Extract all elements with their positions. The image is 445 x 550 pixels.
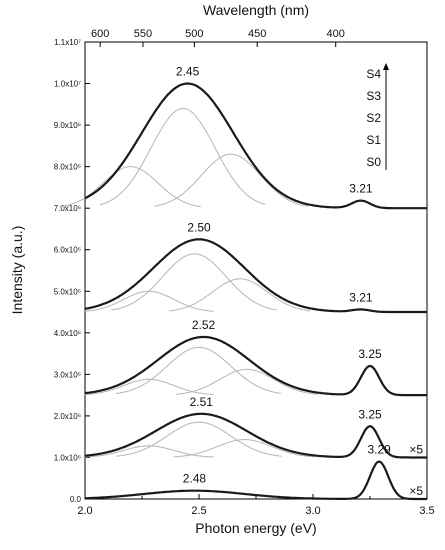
component-s1-1 [115, 421, 282, 457]
component-curves [59, 108, 318, 458]
y-tick-label: 2.0x10⁶ [54, 412, 81, 421]
y-tick-label: 8.0x10⁶ [54, 163, 81, 172]
bottom-axis-title: Photon energy (eV) [195, 520, 316, 536]
y-tick-label: 4.0x10⁶ [54, 329, 81, 338]
multiplier-label-s1: ×5 [409, 442, 423, 456]
x-tick-label: 2.0 [77, 505, 92, 517]
component-s3-1 [111, 253, 277, 311]
uv-peak-label-s0: 3.29 [367, 443, 391, 457]
main-peak-label-s4: 2.45 [176, 65, 200, 79]
legend-s2: S2 [366, 111, 381, 125]
component-s4-2 [153, 153, 308, 207]
top-tick-label: 500 [185, 28, 203, 40]
y-axis-title: Intensity (a.u.) [9, 226, 25, 315]
x-tick-label: 3.5 [419, 505, 434, 517]
component-s4-1 [99, 108, 266, 206]
spectrum-curves [84, 82, 427, 501]
left-y-axis: 0.0 1.0x10⁶ 2.0x10⁶ 3.0x10⁶ 4.0x10⁶ 5.0x10⁶ 6.… [54, 38, 90, 504]
spectrum-s2 [84, 335, 427, 397]
y-tick-label: 1.0x10⁶ [54, 453, 81, 462]
spectrum-s1 [84, 412, 427, 459]
legend-s3: S3 [366, 89, 381, 103]
top-tick-label: 400 [327, 28, 345, 40]
legend-s4: S4 [366, 67, 381, 81]
multiplier-label-s0: ×5 [409, 484, 423, 498]
y-tick-label: 5.0x10⁶ [54, 287, 81, 296]
spectrum-s4 [84, 82, 427, 210]
component-s3-2 [168, 278, 311, 312]
top-axis-title: Wavelength (nm) [203, 2, 309, 18]
y-tick-label: 1.0x10⁷ [54, 80, 81, 89]
y-tick-label: 3.0x10⁶ [54, 370, 81, 379]
component-s4-0 [59, 166, 201, 208]
uv-peak-label-s1: 3.25 [358, 407, 382, 421]
spectrum-s0 [85, 460, 427, 501]
top-tick-label: 600 [91, 28, 109, 40]
legend-arrow-head [383, 63, 389, 70]
component-s2-1 [115, 346, 282, 394]
main-peak-label-s1: 2.51 [190, 395, 214, 409]
spectrum-s3 [84, 238, 427, 314]
y-tick-label: 7.0x10⁶ [54, 204, 81, 213]
y-tick-label: 0.0 [70, 495, 82, 504]
top-tick-label: 550 [134, 28, 152, 40]
component-s1-2 [173, 439, 315, 458]
x-tick-label: 3.0 [305, 505, 320, 517]
component-s3-0 [83, 290, 214, 312]
y-tick-label: 1.1x10⁷ [54, 38, 81, 47]
legend-s0: S0 [366, 155, 381, 169]
top-tick-label: 450 [248, 28, 266, 40]
x-tick-label: 2.5 [191, 505, 206, 517]
legend: S4 S3 S2 S1 S0 [366, 63, 389, 170]
legend-s1: S1 [366, 133, 381, 147]
main-peak-label-s0: 2.48 [183, 472, 207, 486]
component-s2-2 [175, 368, 318, 395]
top-x-axis: 600 550 500 450 400 [91, 28, 345, 47]
y-tick-label: 9.0x10⁶ [54, 121, 81, 130]
main-peak-label-s2: 2.52 [192, 318, 216, 332]
bottom-x-axis: 2.0 2.5 3.0 3.5 [77, 494, 435, 517]
main-peak-label-s3: 2.50 [187, 220, 211, 234]
uv-peak-label-s3: 3.21 [349, 291, 373, 305]
y-tick-label: 6.0x10⁶ [54, 246, 81, 255]
peak-labels: 2.45 3.21 2.50 3.21 2.52 3.25 2.51 3.25 ×5 2.48 3.… [176, 65, 423, 498]
uv-peak-label-s2: 3.25 [358, 347, 382, 361]
uv-peak-label-s4: 3.21 [349, 182, 373, 196]
